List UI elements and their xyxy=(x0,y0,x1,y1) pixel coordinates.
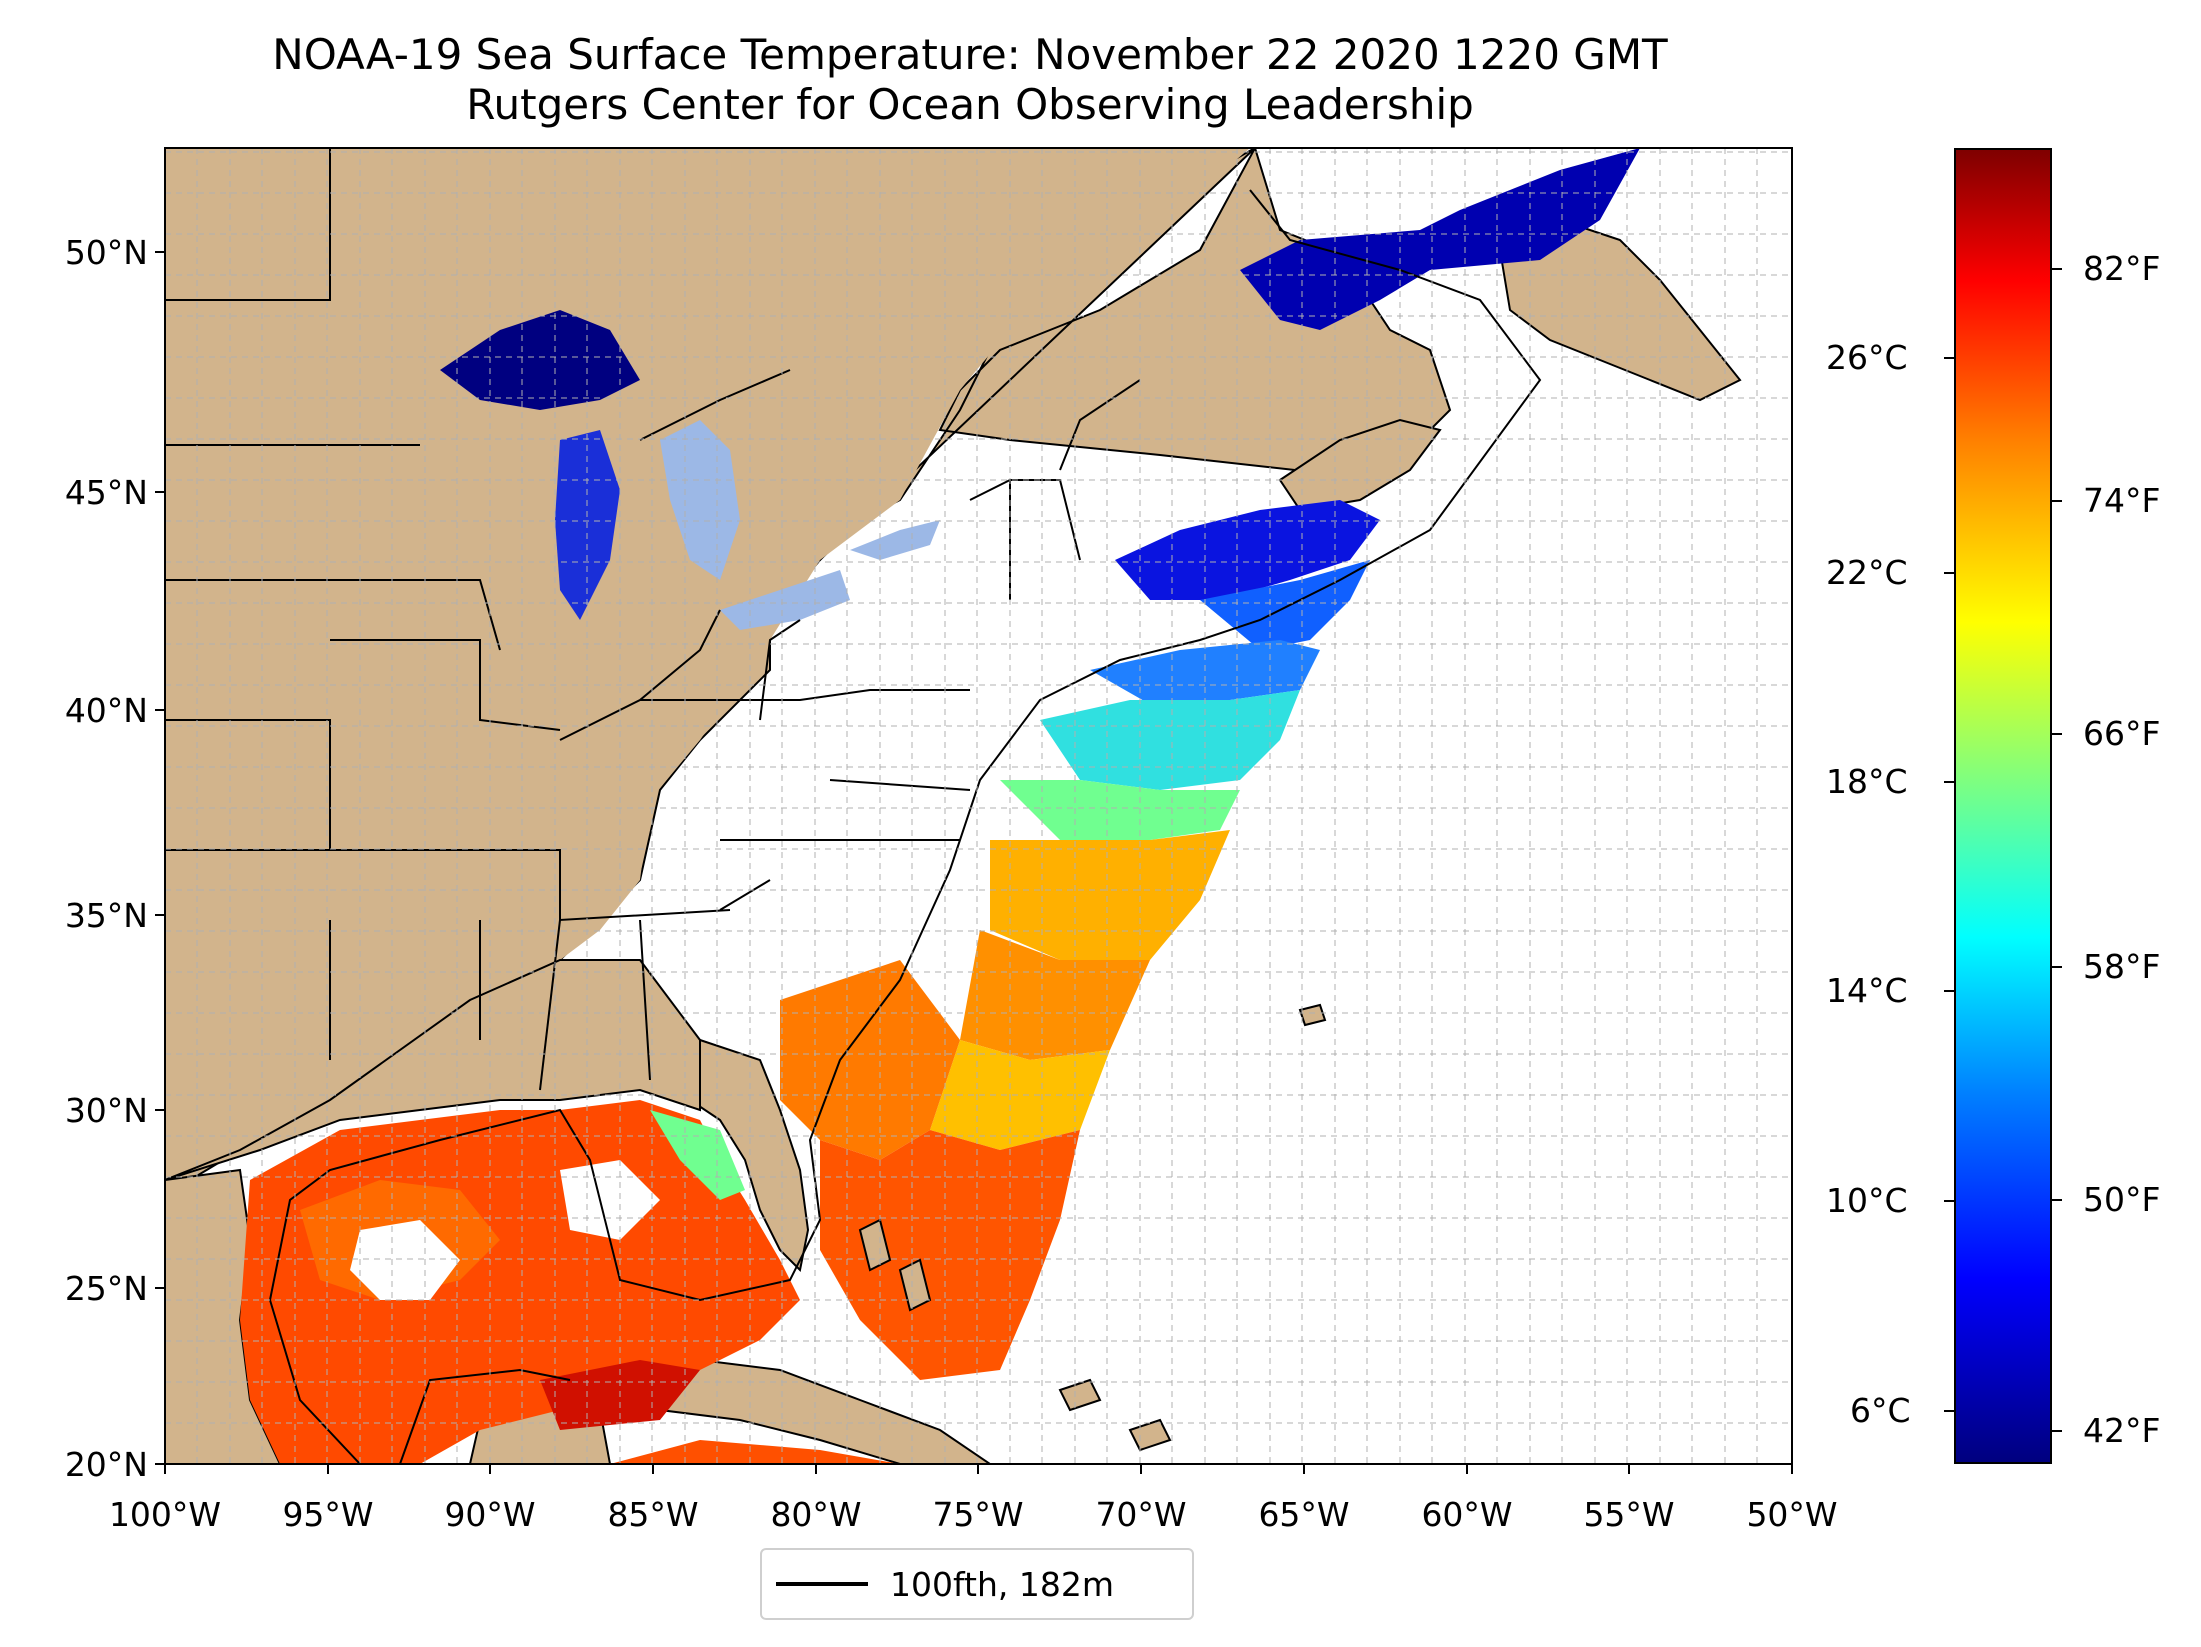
lon-tick-label: 70°W xyxy=(1095,1495,1186,1534)
colorbar xyxy=(1954,148,2052,1464)
cb-label-celsius: 6°C xyxy=(1850,1391,1911,1430)
cb-label-fahrenheit: 66°F xyxy=(2083,714,2161,753)
lat-tick-label: 45°N xyxy=(65,473,148,512)
lon-tick-labels: 100°W 95°W 90°W 85°W 80°W 75°W 70°W 65°W… xyxy=(109,1495,1838,1534)
lon-tick-label: 65°W xyxy=(1258,1495,1349,1534)
cb-tick-mark xyxy=(2052,966,2062,968)
sst-swath-mid xyxy=(780,640,1320,1380)
lon-tick-label: 95°W xyxy=(282,1495,373,1534)
legend-label: 100fth, 182m xyxy=(890,1564,1114,1604)
lon-tick-label: 75°W xyxy=(932,1495,1023,1534)
chart-subtitle: Rutgers Center for Ocean Observing Leade… xyxy=(466,80,1474,129)
lon-tick-label: 80°W xyxy=(770,1495,861,1534)
lat-tick-label: 25°N xyxy=(65,1269,148,1308)
land-newfoundland xyxy=(1498,218,1742,402)
lat-tick-label: 35°N xyxy=(65,896,148,935)
lon-tick-label: 100°W xyxy=(109,1495,221,1534)
cb-label-celsius: 26°C xyxy=(1826,338,1908,377)
cb-label-fahrenheit: 50°F xyxy=(2083,1180,2161,1219)
legend-line-swatch xyxy=(776,1582,868,1586)
cb-tick-mark xyxy=(1944,990,1954,992)
cb-tick-mark xyxy=(1944,357,1954,359)
cb-label-celsius: 18°C xyxy=(1826,762,1908,801)
chart-title: NOAA-19 Sea Surface Temperature: Novembe… xyxy=(272,30,1668,79)
sst-gulf xyxy=(240,1100,800,1464)
lon-tick-label: 90°W xyxy=(444,1495,535,1534)
lat-tick-labels: 20°N 25°N 30°N 35°N 40°N 45°N 50°N xyxy=(65,233,148,1484)
lon-tick-label: 55°W xyxy=(1583,1495,1674,1534)
cb-label-celsius: 14°C xyxy=(1826,971,1908,1010)
cb-label-fahrenheit: 74°F xyxy=(2083,481,2161,520)
cb-label-fahrenheit: 58°F xyxy=(2083,947,2161,986)
cb-tick-mark xyxy=(1944,1410,1954,1412)
land-gulf-coast xyxy=(165,959,701,1181)
legend: 100fth, 182m xyxy=(760,1548,1194,1620)
cb-tick-mark xyxy=(2052,733,2062,735)
lat-tick-label: 20°N xyxy=(65,1445,148,1484)
contour-100fth xyxy=(268,189,1542,1464)
lon-tick-label: 85°W xyxy=(607,1495,698,1534)
sst-caribbean xyxy=(610,1440,900,1464)
cb-label-celsius: 10°C xyxy=(1826,1181,1908,1220)
lon-tick-label: 60°W xyxy=(1421,1495,1512,1534)
lat-tick-label: 50°N xyxy=(65,233,148,272)
cb-tick-mark xyxy=(2052,268,2062,270)
cb-tick-mark xyxy=(2052,500,2062,502)
state-borders xyxy=(165,148,1141,1091)
land-interior xyxy=(165,148,1250,1180)
cb-label-celsius: 22°C xyxy=(1826,553,1908,592)
graticule xyxy=(165,148,1792,1464)
land-florida xyxy=(688,1038,810,1273)
cb-tick-mark xyxy=(1944,781,1954,783)
lon-tick-label: 50°W xyxy=(1746,1495,1837,1534)
cb-tick-mark xyxy=(2052,1430,2062,1432)
lat-tick-label: 30°N xyxy=(65,1091,148,1130)
lat-tick-label: 40°N xyxy=(65,691,148,730)
cb-label-fahrenheit: 42°F xyxy=(2083,1411,2161,1450)
cb-tick-mark xyxy=(1944,572,1954,574)
land-cuba xyxy=(617,1358,992,1464)
axis-ticks xyxy=(155,251,1793,1474)
cb-label-fahrenheit: 82°F xyxy=(2083,249,2161,288)
cb-tick-mark xyxy=(2052,1199,2062,1201)
cb-tick-mark xyxy=(1944,1200,1954,1202)
